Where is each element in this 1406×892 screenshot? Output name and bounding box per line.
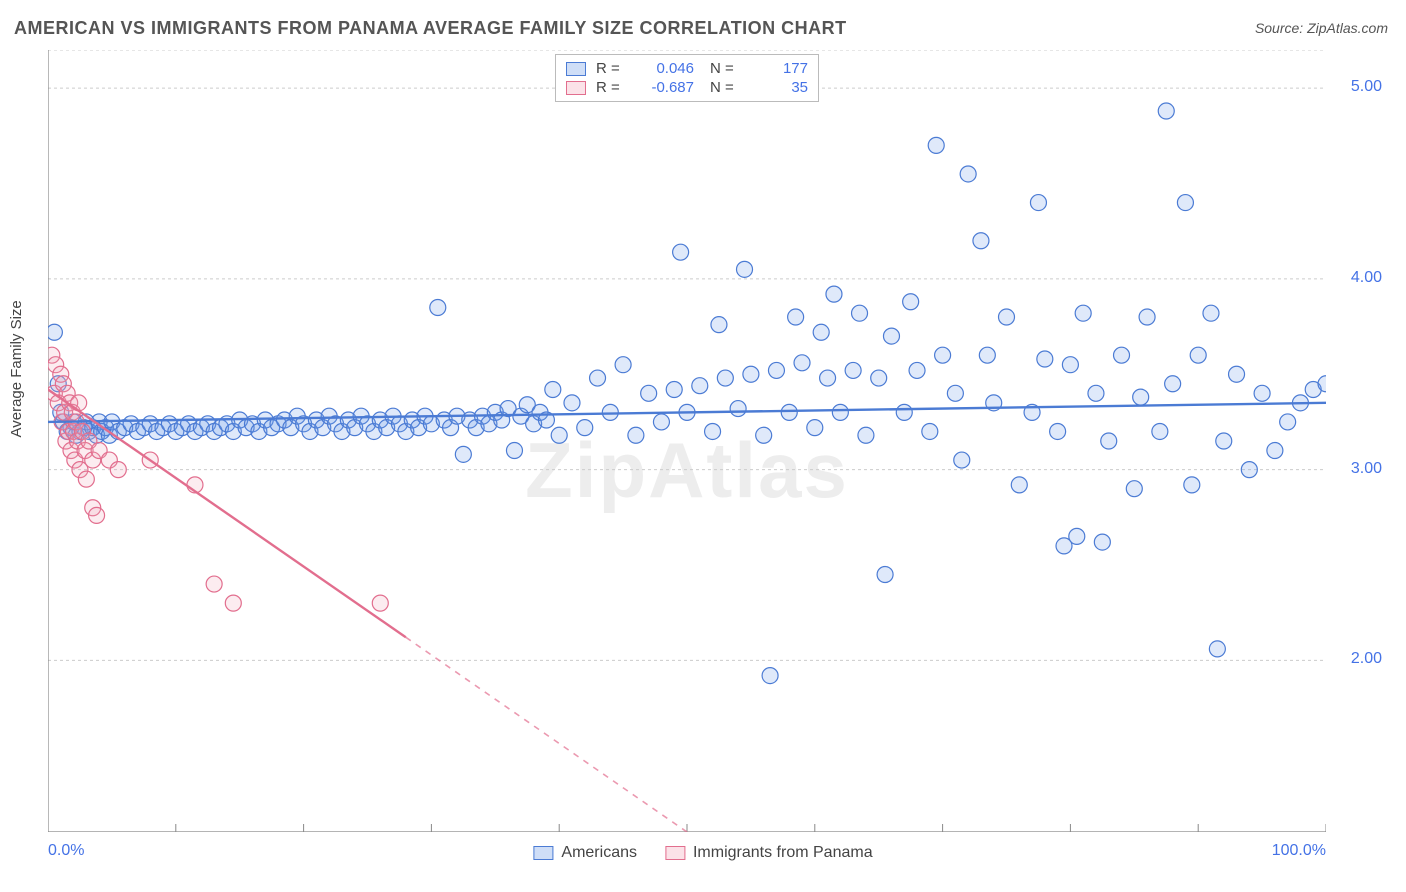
correlation-row-panama: R = -0.687 N = 35	[566, 78, 808, 97]
n-label: N =	[710, 60, 738, 77]
x-axis-max-label: 100.0%	[1272, 842, 1326, 860]
x-axis-min-label: 0.0%	[48, 842, 84, 860]
correlation-row-americans: R = 0.046 N = 177	[566, 59, 808, 78]
y-axis-label: Average Family Size	[8, 300, 25, 437]
y-tick-label: 4.00	[1351, 269, 1382, 287]
r-value-panama: -0.687	[634, 79, 694, 96]
swatch-americans	[566, 62, 586, 76]
n-value-americans: 177	[748, 60, 808, 77]
y-tick-label: 3.00	[1351, 460, 1382, 478]
swatch-panama	[665, 846, 685, 860]
source-label: Source: ZipAtlas.com	[1255, 20, 1388, 36]
r-value-americans: 0.046	[634, 60, 694, 77]
legend-item-panama: Immigrants from Panama	[665, 844, 873, 862]
legend-item-americans: Americans	[533, 844, 637, 862]
series-legend: Americans Immigrants from Panama	[533, 844, 872, 862]
n-value-panama: 35	[748, 79, 808, 96]
chart-title: AMERICAN VS IMMIGRANTS FROM PANAMA AVERA…	[14, 18, 847, 39]
legend-label-americans: Americans	[561, 844, 637, 862]
correlation-legend: R = 0.046 N = 177 R = -0.687 N = 35	[555, 54, 819, 102]
y-tick-label: 2.00	[1351, 650, 1382, 668]
r-label: R =	[596, 60, 624, 77]
plot-area: ZipAtlas R = 0.046 N = 177 R = -0.687 N …	[48, 50, 1326, 832]
swatch-americans	[533, 846, 553, 860]
swatch-panama	[566, 81, 586, 95]
n-label: N =	[710, 79, 738, 96]
y-tick-label: 5.00	[1351, 78, 1382, 96]
legend-label-panama: Immigrants from Panama	[693, 844, 873, 862]
scatter-chart	[48, 50, 1326, 832]
r-label: R =	[596, 79, 624, 96]
